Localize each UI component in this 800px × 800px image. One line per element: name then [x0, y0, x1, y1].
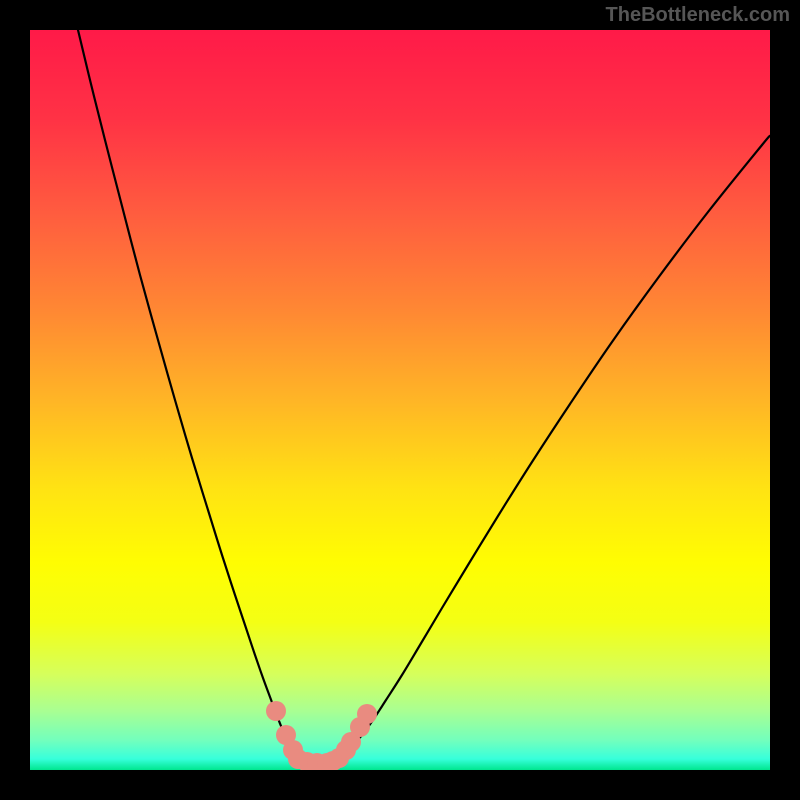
marker-point: [266, 701, 286, 721]
marker-point: [357, 704, 377, 724]
plot-area: [30, 30, 770, 770]
watermark-text: TheBottleneck.com: [606, 4, 790, 27]
chart-svg: [30, 30, 770, 770]
gradient-background: [30, 30, 770, 770]
chart-frame: TheBottleneck.com: [0, 0, 800, 800]
